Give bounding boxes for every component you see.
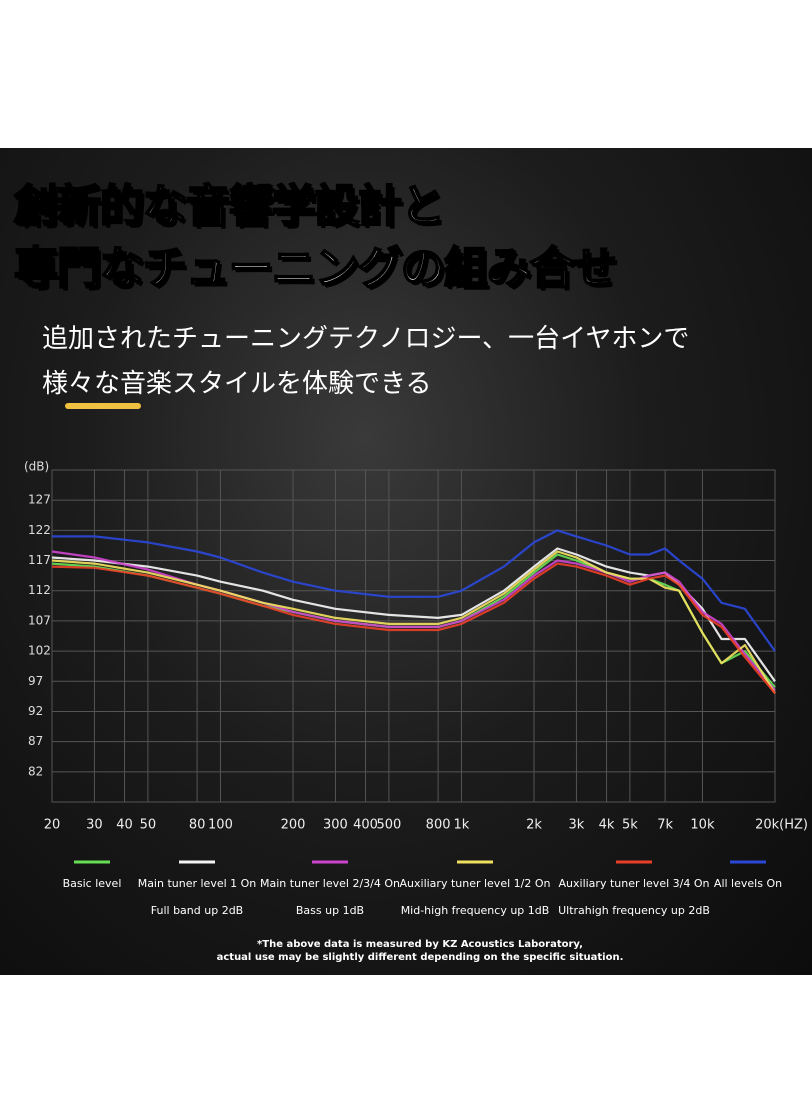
y-tick-label: 112 [28, 583, 51, 597]
x-tick-label: 1k [454, 818, 470, 833]
series-line [51, 547, 776, 682]
legend-label: All levels On [714, 877, 782, 890]
x-tick-label: 200 [281, 818, 306, 833]
plot-frame [51, 469, 776, 803]
x-tick-label: 3k [569, 818, 585, 833]
x-tick-label: 20 [44, 818, 61, 833]
x-tick-label: 80 [189, 818, 206, 833]
series-line [51, 562, 776, 695]
x-tick-label: 300 [323, 818, 348, 833]
legend-description: Ultrahigh frequency up 2dB [558, 904, 710, 917]
x-tick-label: 2k [526, 818, 542, 833]
y-tick-label: 122 [28, 523, 51, 537]
x-tick-label: 30 [86, 818, 103, 833]
y-tick-label: 97 [28, 674, 43, 688]
footnote: *The above data is measured by KZ Acoust… [257, 939, 583, 950]
x-tick-label: 500 [376, 818, 401, 833]
legend-label: Main tuner level 2/3/4 On [260, 877, 400, 890]
subtitle-line: 追加されたチューニングテクノロジー、一台イヤホンで [42, 324, 690, 354]
y-tick-label: 127 [28, 493, 51, 507]
x-tick-label: 10k [690, 818, 715, 833]
y-tick-label: 92 [28, 704, 43, 718]
x-tick-label: 800 [426, 818, 451, 833]
x-tick-label: 100 [208, 818, 233, 833]
legend-description: Bass up 1dB [296, 904, 364, 917]
y-tick-label: 117 [28, 553, 51, 567]
x-tick-label: 4k [599, 818, 615, 833]
footnote: actual use may be slightly different dep… [217, 952, 624, 963]
series-line [52, 529, 776, 652]
x-tick-label: 40 [116, 818, 133, 833]
x-tick-label: 50 [140, 818, 157, 833]
legend-description: Mid-high frequency up 1dB [401, 904, 550, 917]
y-tick-label: 107 [28, 613, 51, 627]
x-tick-label: 5k [622, 818, 638, 833]
series-line [51, 550, 776, 694]
x-tick-label: 20k(HZ) [755, 818, 808, 833]
accent-bar [65, 403, 141, 409]
y-axis-label: (dB) [24, 460, 49, 474]
legend-description: Full band up 2dB [151, 904, 243, 917]
title-line: 創新的な音響学設計と [13, 180, 446, 233]
y-tick-label: 82 [28, 764, 43, 778]
y-tick-label: 87 [28, 734, 43, 748]
legend-label: Basic level [63, 877, 122, 890]
legend-label: Auxiliary tuner level 3/4 On [559, 877, 710, 890]
background-panel [0, 148, 812, 975]
legend-label: Main tuner level 1 On [138, 877, 257, 890]
y-tick-label: 102 [28, 644, 51, 658]
title-line: 専門なチューニングの組み合せ [13, 242, 618, 295]
legend-label: Auxiliary tuner level 1/2 On [400, 877, 551, 890]
x-tick-label: 7k [657, 818, 673, 833]
x-tick-label: 400 [353, 818, 378, 833]
subtitle-line: 様々な音楽スタイルを体験できる [42, 369, 432, 399]
